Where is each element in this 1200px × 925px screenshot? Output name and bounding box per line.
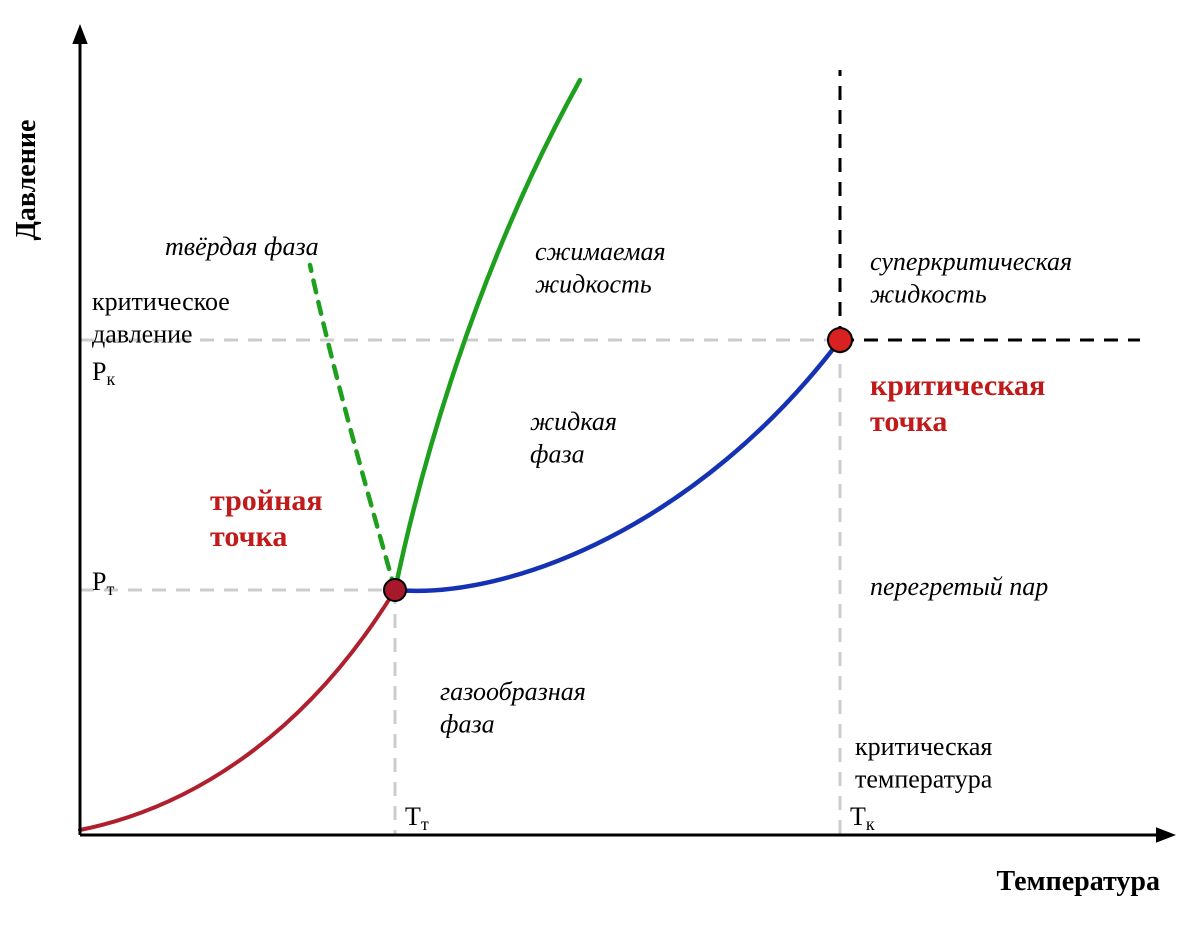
- region-label-gas: газообразнаяфаза: [440, 677, 586, 739]
- tick-label: Pт: [92, 567, 114, 599]
- tick-label: Tт: [405, 802, 429, 834]
- curve-vaporization: [395, 340, 840, 591]
- triple-point-icon: [384, 579, 406, 601]
- tick-label: Tк: [850, 802, 875, 834]
- guide-lines: [80, 70, 1140, 835]
- region-label-superheated: перегретый пар: [870, 572, 1048, 601]
- curve-fusion_solid: [395, 80, 580, 590]
- tick-labels: Pк Pт Tт Tк: [92, 357, 875, 834]
- critical-point-icon: [828, 328, 852, 352]
- curve-sublimation: [80, 590, 395, 830]
- x-axis-label: Температура: [997, 866, 1160, 897]
- curve-fusion_dashed: [310, 265, 395, 590]
- point-label-critical: критическаяточка: [870, 369, 1045, 438]
- axes: Давление Температура: [11, 24, 1176, 897]
- aux-label-crit_temp: критическаятемпература: [855, 732, 993, 794]
- region-label-solid: твёрдая фаза: [165, 232, 319, 261]
- y-axis-label: Давление: [11, 120, 42, 241]
- tick-label: Pк: [92, 357, 115, 389]
- region-label-comp_liquid: сжимаемаяжидкость: [535, 237, 666, 299]
- y-axis-arrow-icon: [72, 24, 87, 44]
- point-label-triple: тройнаяточка: [210, 484, 323, 553]
- x-axis-arrow-icon: [1156, 827, 1176, 842]
- region-label-liquid: жидкаяфаза: [530, 407, 617, 469]
- region-label-supercritical: суперкритическаяжидкость: [870, 247, 1072, 309]
- phase-diagram: Давление Температура Pк Pт Tт Tк твёрдая фаза с…: [0, 0, 1200, 925]
